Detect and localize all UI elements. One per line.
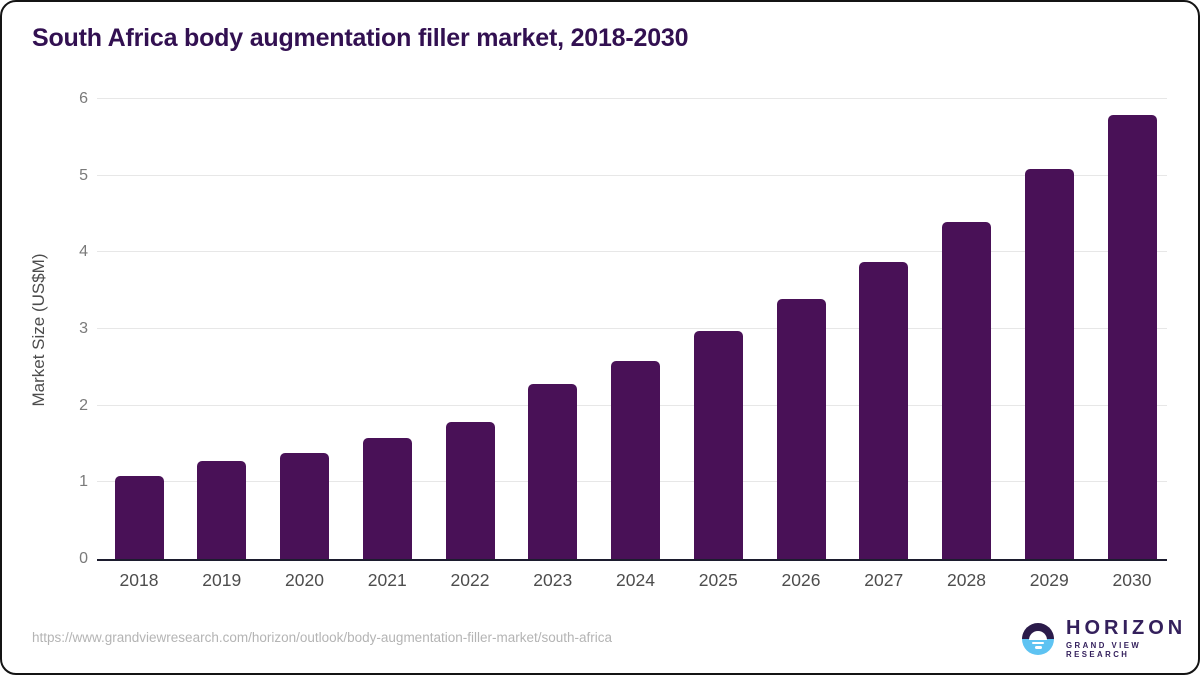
y-tick-label: 1: [79, 473, 88, 491]
x-tick-label: 2026: [781, 570, 821, 590]
y-tick-label: 4: [79, 243, 88, 261]
bar-2028: [942, 222, 991, 559]
x-tick-label: 2023: [533, 570, 573, 590]
bar-2029: [1024, 168, 1074, 559]
y-tick-label: 2: [79, 396, 88, 414]
x-tick-label: 2025: [698, 570, 738, 590]
x-tick-label: 2027: [864, 570, 904, 590]
logo-name: HORIZON: [1066, 617, 1187, 639]
x-tick-label: 2028: [947, 570, 986, 590]
x-tick-label: 2019: [202, 570, 242, 590]
bar-2018: [114, 476, 164, 559]
x-tick-label: 2020: [285, 570, 324, 590]
x-tick-label: 2029: [1029, 570, 1069, 590]
bar-2026: [776, 299, 826, 559]
bar-2023: [528, 384, 578, 559]
y-axis-title: Market Size (US$M): [29, 253, 48, 407]
logo-subtitle: GRAND VIEW RESEARCH: [1066, 641, 1142, 659]
bar-2019: [197, 460, 247, 559]
bar-2021: [362, 437, 412, 559]
grid-line: [97, 98, 1167, 99]
horizon-sun-icon: [1022, 622, 1054, 655]
horizon-logo: HORIZON GRAND VIEW RESEARCH: [1022, 618, 1198, 659]
y-tick-label: 6: [79, 90, 88, 107]
x-tick-label: 2022: [450, 570, 490, 590]
plot-area: [97, 98, 1167, 561]
chart-title: South Africa body augmentation filler ma…: [32, 24, 689, 52]
grid-line: [97, 328, 1167, 329]
bar-2020: [280, 453, 329, 559]
y-axis-ticks: 0 1 2 3 4 5 6: [52, 91, 88, 567]
grid-line: [97, 174, 1167, 176]
x-tick-label: 2021: [367, 570, 407, 590]
bar-2024: [611, 361, 660, 559]
y-tick-label: 0: [79, 550, 88, 567]
y-tick-label: 3: [79, 320, 88, 337]
source-url: https://www.grandviewresearch.com/horizo…: [32, 630, 613, 645]
bar-2022: [445, 421, 495, 559]
logo-text: HORIZON GRAND VIEW RESEARCH: [1066, 618, 1198, 659]
grid-line: [97, 251, 1167, 253]
bar-2025: [693, 330, 743, 559]
x-tick-label: 2018: [119, 570, 159, 590]
x-tick-label: 2030: [1112, 570, 1152, 590]
x-axis-ticks: 2018 2019 2020 2021 2022 2023 2024 2025 2026 2027…: [97, 569, 1167, 595]
bar-2027: [859, 261, 909, 559]
bar-2030: [1107, 115, 1157, 559]
x-tick-label: 2024: [616, 570, 655, 590]
y-tick-label: 5: [79, 166, 88, 184]
